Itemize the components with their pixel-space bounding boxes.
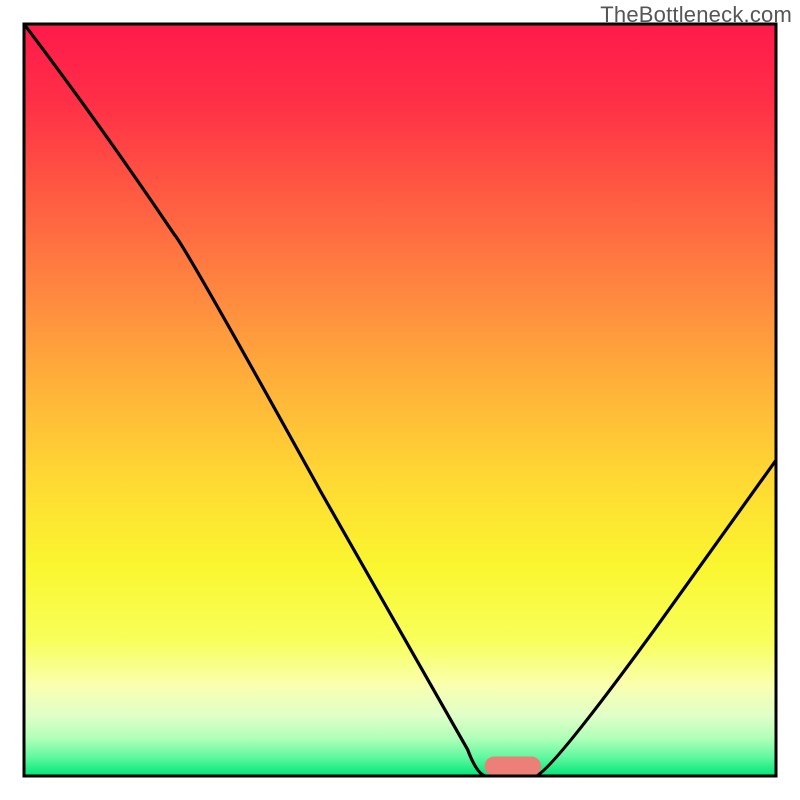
chart-background xyxy=(24,24,776,776)
chart-container: TheBottleneck.com xyxy=(0,0,800,800)
optimal-marker xyxy=(485,756,541,776)
bottleneck-chart xyxy=(0,0,800,800)
watermark-text: TheBottleneck.com xyxy=(600,2,792,28)
